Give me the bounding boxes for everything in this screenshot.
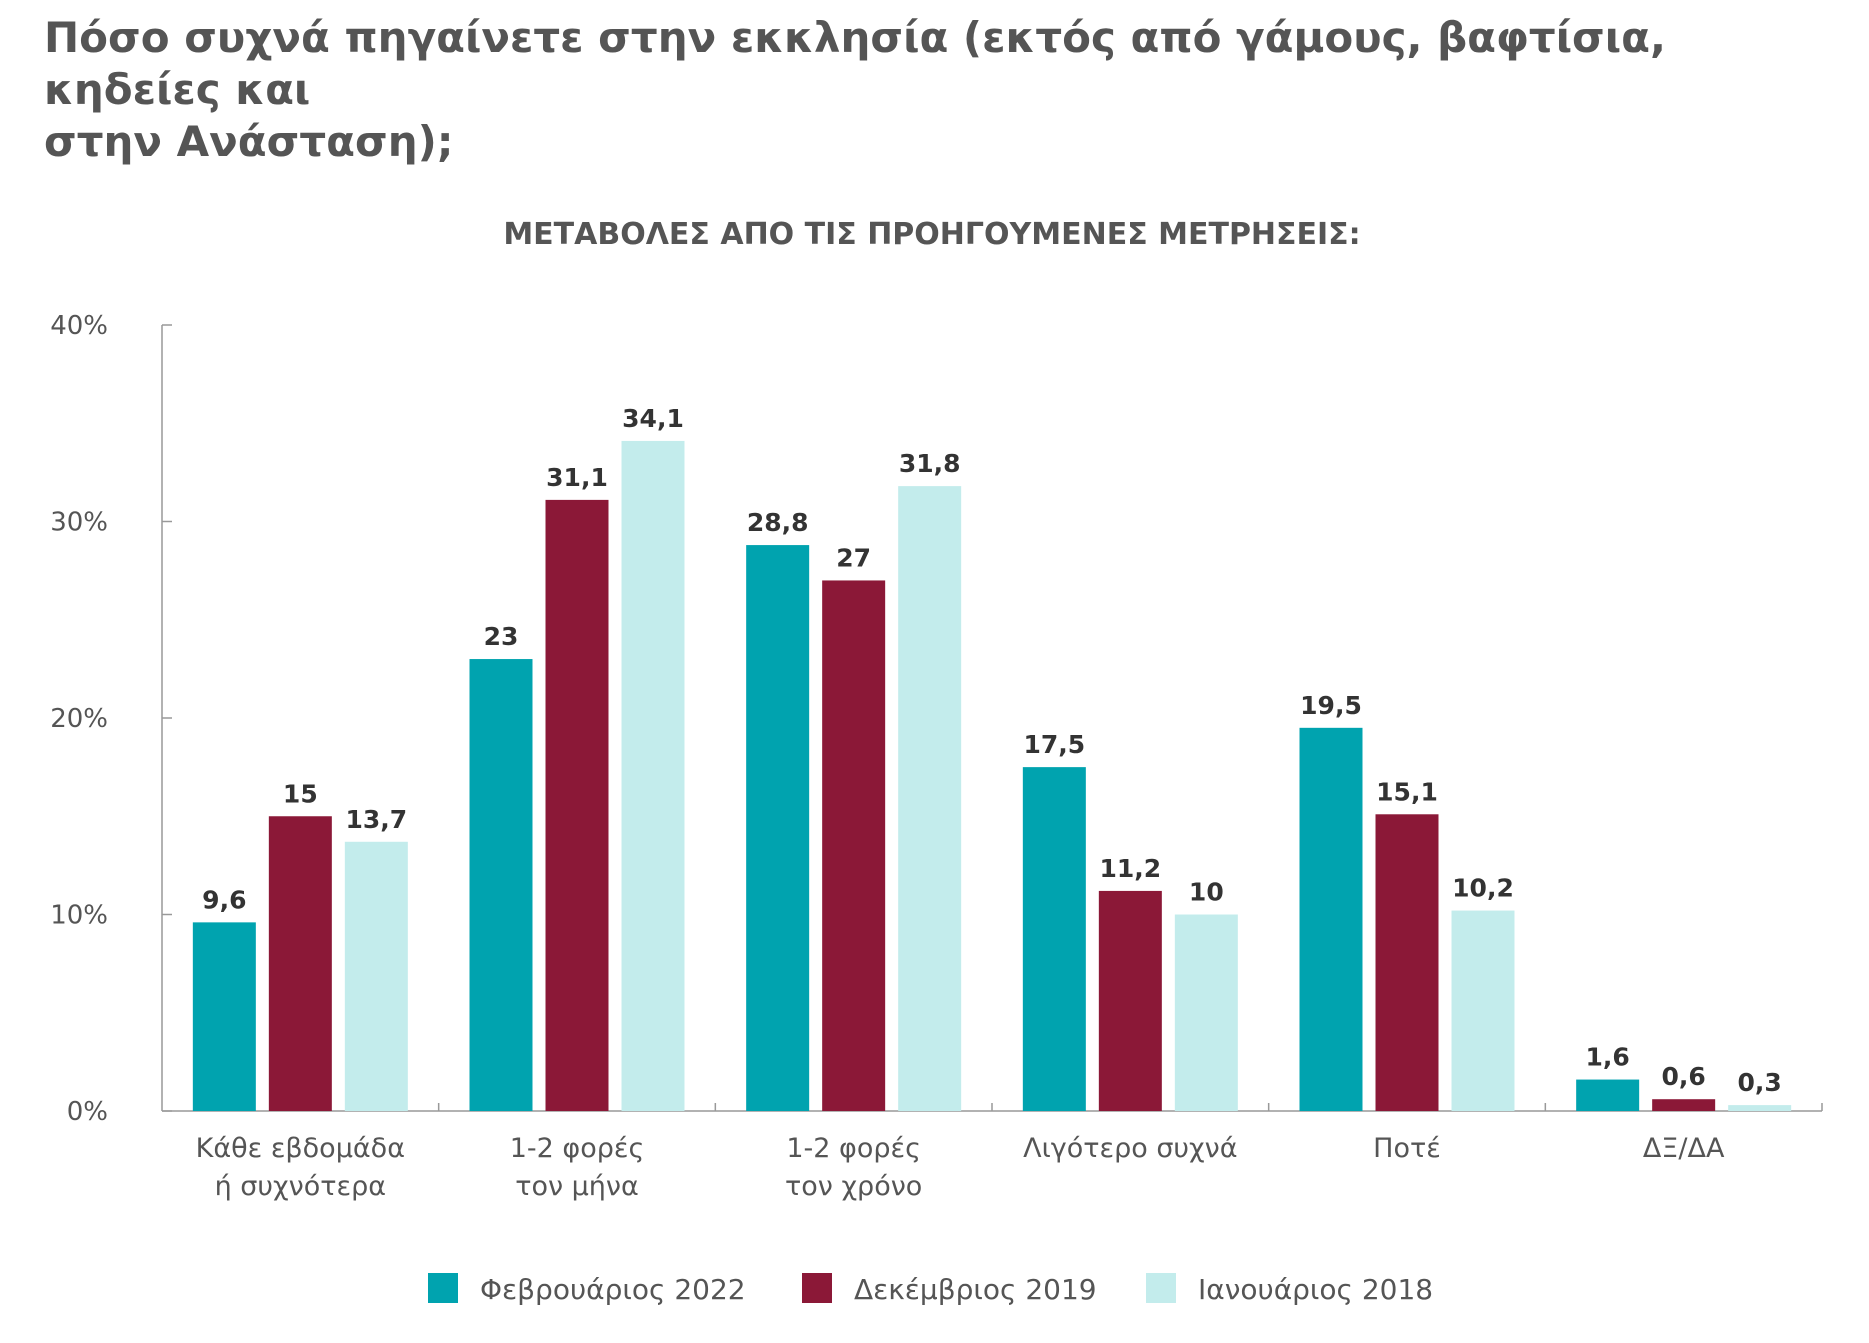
bar bbox=[898, 486, 962, 1111]
data-label: 0,3 bbox=[1738, 1068, 1782, 1097]
bar bbox=[621, 440, 685, 1111]
title-line-1: Πόσο συχνά πηγαίνετε στην εκκλησία (εκτό… bbox=[44, 13, 1666, 114]
bar bbox=[268, 816, 332, 1111]
bar bbox=[469, 659, 533, 1111]
data-label: 19,5 bbox=[1300, 691, 1362, 720]
data-labels: 9,6 15 13,7 23 31,1 34,1 28,8 27 31,8 17,5 11,2 10 1… bbox=[202, 404, 1782, 1097]
category-label: Λιγότερο συχνά bbox=[1023, 1133, 1237, 1164]
legend-swatch bbox=[1146, 1273, 1176, 1303]
bar bbox=[1299, 727, 1363, 1111]
bar bbox=[1375, 814, 1439, 1111]
data-label: 31,1 bbox=[546, 463, 608, 492]
category-label: Κάθε εβδομάδα bbox=[196, 1133, 405, 1164]
bar bbox=[1022, 767, 1086, 1111]
chart-bars bbox=[192, 440, 1792, 1111]
bar bbox=[1652, 1099, 1716, 1111]
bar bbox=[344, 841, 408, 1111]
bar bbox=[1098, 890, 1162, 1111]
category-label: Ποτέ bbox=[1373, 1133, 1441, 1164]
category-label: ή συχνότερα bbox=[215, 1171, 386, 1202]
category-label: τον χρόνο bbox=[785, 1171, 922, 1202]
title-line-2: στην Ανάσταση); bbox=[44, 117, 454, 166]
category-label: 1-2 φορές bbox=[786, 1133, 921, 1164]
category-labels: Κάθε εβδομάδα ή συχνότερα 1-2 φορές τον μήν… bbox=[196, 1133, 1725, 1202]
bar bbox=[746, 545, 810, 1111]
chart-axes: 0% 10% 20% 30% 40% bbox=[50, 311, 1823, 1127]
category-label: 1-2 φορές bbox=[510, 1133, 645, 1164]
bar bbox=[822, 580, 886, 1111]
data-label: 15 bbox=[283, 779, 318, 808]
legend-swatch bbox=[428, 1273, 458, 1303]
bar bbox=[1576, 1079, 1640, 1111]
data-label: 15,1 bbox=[1376, 777, 1438, 806]
category-label: τον μήνα bbox=[515, 1171, 639, 1202]
data-label: 23 bbox=[484, 622, 519, 651]
data-label: 9,6 bbox=[202, 885, 246, 914]
data-label: 17,5 bbox=[1023, 730, 1085, 759]
chart-subtitle: ΜΕΤΑΒΟΛΕΣ ΑΠΟ ΤΙΣ ΠΡΟΗΓΟΥΜΕΝΕΣ ΜΕΤΡΗΣΕΙΣ… bbox=[503, 217, 1360, 252]
bar bbox=[1174, 914, 1238, 1111]
legend-label: Φεβρουάριος 2022 bbox=[480, 1273, 746, 1306]
bar bbox=[192, 922, 256, 1111]
y-tick-label: 10% bbox=[50, 901, 108, 931]
data-label: 1,6 bbox=[1586, 1043, 1630, 1072]
legend-label: Ιανουάριος 2018 bbox=[1198, 1273, 1433, 1306]
data-label: 34,1 bbox=[622, 404, 684, 433]
y-tick-label: 30% bbox=[50, 508, 108, 538]
category-label: ΔΞ/ΔΑ bbox=[1643, 1133, 1725, 1164]
bar bbox=[545, 499, 609, 1111]
y-tick-label: 0% bbox=[67, 1097, 108, 1127]
data-label: 0,6 bbox=[1662, 1062, 1706, 1091]
data-label: 10 bbox=[1189, 878, 1224, 907]
page-title: Πόσο συχνά πηγαίνετε στην εκκλησία (εκτό… bbox=[44, 12, 1824, 168]
data-label: 28,8 bbox=[747, 508, 809, 537]
legend-label: Δεκέμβριος 2019 bbox=[854, 1273, 1097, 1306]
data-label: 11,2 bbox=[1099, 854, 1161, 883]
data-label: 10,2 bbox=[1452, 874, 1514, 903]
data-label: 13,7 bbox=[345, 805, 407, 834]
data-label: 27 bbox=[836, 543, 871, 572]
bar bbox=[1451, 910, 1515, 1111]
y-tick-label: 40% bbox=[50, 311, 108, 341]
y-tick-label: 20% bbox=[50, 704, 108, 734]
bar bbox=[1728, 1105, 1792, 1111]
legend-swatch bbox=[802, 1273, 832, 1303]
chart-legend: Φεβρουάριος 2022 Δεκέμβριος 2019 Ιανουάριο… bbox=[428, 1273, 1433, 1306]
data-label: 31,8 bbox=[899, 449, 961, 478]
